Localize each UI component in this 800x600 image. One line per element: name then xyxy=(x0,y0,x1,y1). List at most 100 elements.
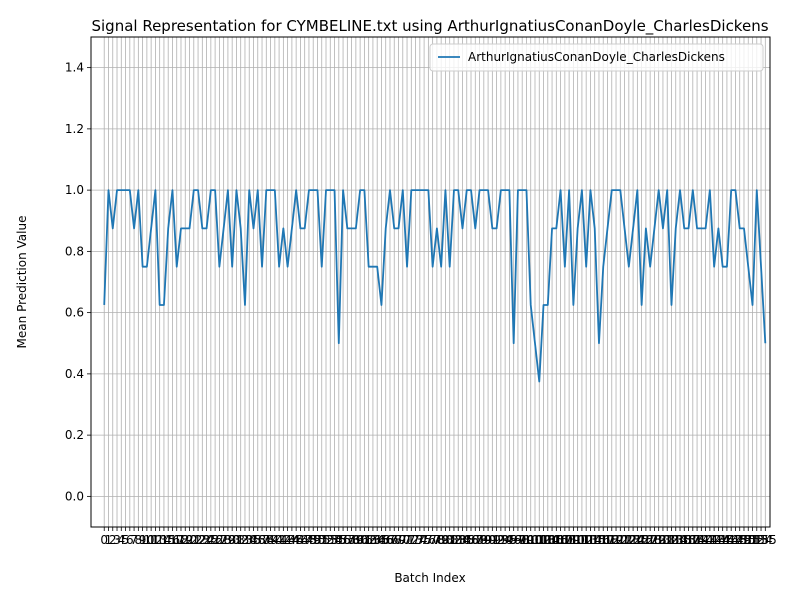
series-layer xyxy=(103,189,767,383)
x-tick-label: 75 xyxy=(416,533,431,547)
x-tick-label: 119 xyxy=(600,533,623,547)
x-tick-label: 28 xyxy=(216,533,231,547)
x-tick-label: 25 xyxy=(203,533,218,547)
x-tick-label: 11 xyxy=(143,533,158,547)
x-tick-label: 96 xyxy=(506,533,521,547)
x-tick-label: 120 xyxy=(605,533,628,547)
x-tick-label: 26 xyxy=(207,533,222,547)
x-tick-label: 152 xyxy=(741,533,764,547)
x-tick-label: 127 xyxy=(634,533,657,547)
x-tick-label: 36 xyxy=(250,533,265,547)
x-tick-label: 39 xyxy=(263,533,278,547)
x-tick-label: 53 xyxy=(323,533,338,547)
x-tick-label: 35 xyxy=(246,533,261,547)
x-tick-label: 98 xyxy=(515,533,530,547)
x-tick-label: 144 xyxy=(707,533,730,547)
x-tick-label: 146 xyxy=(715,533,738,547)
y-axis-label: Mean Prediction Value xyxy=(15,216,29,349)
x-tick-label: 111 xyxy=(566,533,589,547)
x-tick-label: 49 xyxy=(306,533,321,547)
x-tick-label: 135 xyxy=(669,533,692,547)
x-tick-label: 101 xyxy=(524,533,547,547)
x-tick-label: 67 xyxy=(382,533,397,547)
y-tick-label: 0.2 xyxy=(65,428,84,442)
x-tick-label: 32 xyxy=(233,533,248,547)
x-tick-label: 122 xyxy=(613,533,636,547)
x-tick-label: 148 xyxy=(724,533,747,547)
legend-box xyxy=(429,43,764,72)
x-tick-label: 97 xyxy=(510,533,525,547)
x-tick-label: 86 xyxy=(463,533,478,547)
x-tick-label: 37 xyxy=(254,533,269,547)
x-tick-label: 133 xyxy=(660,533,683,547)
x-tick-label: 100 xyxy=(519,533,542,547)
x-tick-label: 81 xyxy=(442,533,457,547)
x-tick-label: 19 xyxy=(178,533,193,547)
x-tick-label: 13 xyxy=(152,533,167,547)
x-tick-label: 92 xyxy=(489,533,504,547)
x-tick-label: 130 xyxy=(647,533,670,547)
x-tick-label: 60 xyxy=(352,533,367,547)
x-ticks: 0123456789101112131415161718192021222324… xyxy=(100,527,777,547)
x-tick-label: 79 xyxy=(434,533,449,547)
x-tick-label: 48 xyxy=(301,533,316,547)
x-tick-label: 93 xyxy=(493,533,508,547)
x-tick-label: 27 xyxy=(212,533,227,547)
plot-frame xyxy=(90,36,771,528)
x-tick-label: 15 xyxy=(161,533,176,547)
x-tick-label: 73 xyxy=(408,533,423,547)
y-tick-label: 1.0 xyxy=(65,183,84,197)
x-tick-label: 0 xyxy=(100,533,108,547)
chart-title: Signal Representation for CYMBELINE.txt … xyxy=(91,17,768,36)
x-tick-label: 107 xyxy=(549,533,572,547)
x-tick-label: 29 xyxy=(220,533,235,547)
x-tick-label: 106 xyxy=(545,533,568,547)
x-tick-label: 34 xyxy=(242,533,257,547)
x-tick-label: 94 xyxy=(497,533,512,547)
x-tick-label: 121 xyxy=(609,533,632,547)
x-tick-label: 17 xyxy=(169,533,184,547)
x-tick-label: 14 xyxy=(156,533,171,547)
x-tick-label: 43 xyxy=(280,533,295,547)
x-tick-label: 77 xyxy=(425,533,440,547)
x-tick-label: 51 xyxy=(314,533,329,547)
x-tick-label: 91 xyxy=(485,533,500,547)
x-tick-label: 129 xyxy=(643,533,666,547)
x-tick-label: 65 xyxy=(374,533,389,547)
x-tick-label: 151 xyxy=(737,533,760,547)
x-tick-label: 4 xyxy=(117,533,125,547)
y-tick-label: 0.8 xyxy=(65,244,84,258)
x-tick-label: 38 xyxy=(259,533,274,547)
x-tick-label: 126 xyxy=(630,533,653,547)
x-tick-label: 89 xyxy=(476,533,491,547)
x-tick-label: 47 xyxy=(297,533,312,547)
legend-entry: ArthurIgnatiusConanDoyle_CharlesDickens xyxy=(468,50,725,64)
x-tick-label: 112 xyxy=(570,533,593,547)
x-tick-label: 52 xyxy=(318,533,333,547)
x-tick-label: 153 xyxy=(745,533,768,547)
x-tick-label: 20 xyxy=(182,533,197,547)
x-tick-label: 46 xyxy=(293,533,308,547)
x-tick-label: 145 xyxy=(711,533,734,547)
x-tick-label: 57 xyxy=(340,533,355,547)
x-tick-label: 23 xyxy=(195,533,210,547)
x-tick-label: 45 xyxy=(289,533,304,547)
x-tick-label: 78 xyxy=(429,533,444,547)
x-tick-label: 136 xyxy=(673,533,696,547)
x-tick-label: 141 xyxy=(694,533,717,547)
legend: ArthurIgnatiusConanDoyle_CharlesDickens xyxy=(429,43,764,72)
x-tick-label: 71 xyxy=(399,533,414,547)
x-tick-label: 54 xyxy=(327,533,342,547)
x-tick-label: 138 xyxy=(681,533,704,547)
x-tick-label: 10 xyxy=(139,533,154,547)
x-tick-label: 83 xyxy=(451,533,466,547)
x-tick-label: 142 xyxy=(698,533,721,547)
x-tick-label: 61 xyxy=(357,533,372,547)
x-tick-label: 147 xyxy=(720,533,743,547)
x-tick-label: 95 xyxy=(502,533,517,547)
x-tick-label: 63 xyxy=(365,533,380,547)
y-tick-label: 0.0 xyxy=(65,489,84,503)
x-tick-label: 24 xyxy=(199,533,214,547)
x-tick-label: 2 xyxy=(109,533,117,547)
x-tick-label: 66 xyxy=(378,533,393,547)
